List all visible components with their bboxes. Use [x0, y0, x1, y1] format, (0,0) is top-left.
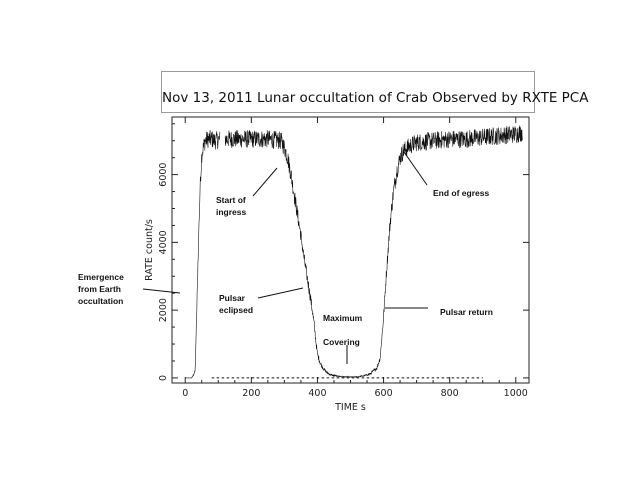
annotation-pulsar-return: Pulsar return [440, 307, 493, 317]
leader-emergence [142, 288, 181, 294]
x-tick-label: 200 [242, 388, 260, 399]
leader-pulsar-eclipsed [257, 287, 304, 299]
series-light-curve [185, 125, 523, 379]
annotation-end-egress: End of egress [433, 188, 490, 198]
y-tick-label: 6000 [158, 163, 169, 187]
leader-end-egress [403, 151, 428, 186]
annotation-pulsar-eclipsed: Pulsar eclipsed [219, 293, 254, 315]
x-tick-label: 0 [182, 388, 188, 399]
x-tick-label: 800 [441, 388, 459, 399]
x-axis-label: TIME s [334, 402, 366, 413]
y-axis-label: RATE count/s [144, 219, 155, 281]
annotation-start-ingress: Start of ingress [216, 195, 247, 217]
leader-start-ingress [252, 167, 278, 197]
title-box: Nov 13, 2011 Lunar occultation of Crab O… [161, 71, 589, 113]
y-tick-label: 0 [158, 375, 169, 381]
y-tick-label: 4000 [158, 230, 169, 254]
annotation-emergence: Emergence from Earth occultation [78, 272, 124, 306]
x-tick-label: 1000 [504, 388, 528, 399]
x-tick-label: 400 [308, 388, 326, 399]
chart-title: Nov 13, 2011 Lunar occultation of Crab O… [162, 90, 589, 106]
x-tick-label: 600 [374, 388, 392, 399]
annotation-maximum-covering: Maximum Covering [323, 313, 363, 347]
y-tick-label: 2000 [158, 298, 169, 322]
